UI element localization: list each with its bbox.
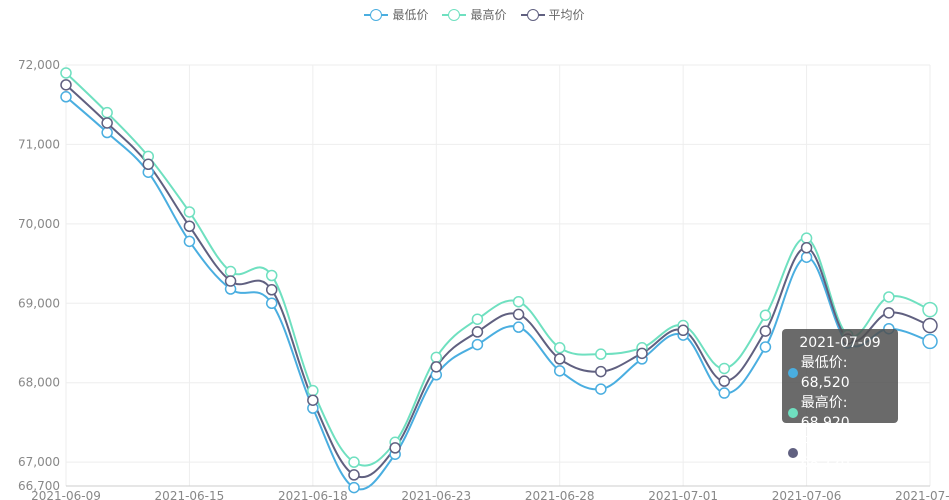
data-point[interactable]	[60, 91, 72, 103]
y-tick-label: 71,000	[18, 137, 60, 151]
data-point[interactable]	[389, 442, 401, 454]
x-tick-label: 2021-06-23	[401, 489, 471, 500]
tooltip-row-avg: 平均价: 68,720	[782, 433, 898, 473]
data-point[interactable]	[800, 232, 813, 244]
data-point[interactable]	[430, 351, 443, 364]
data-point[interactable]	[553, 353, 566, 365]
x-axis: 2021-06-09 2021-06-15 2021-06-18 2021-06-23…	[31, 485, 949, 500]
legend-label-avg: 平均价	[548, 8, 585, 22]
x-tick-label: 2021-06-15	[155, 489, 225, 500]
data-point[interactable]	[718, 362, 731, 375]
data-point[interactable]	[759, 341, 772, 353]
data-point[interactable]	[759, 325, 772, 337]
y-tick-label: 70,000	[18, 217, 60, 231]
data-point[interactable]	[922, 301, 938, 318]
legend-item-avg[interactable]: 平均价	[520, 6, 585, 23]
data-point[interactable]	[718, 387, 731, 399]
data-point[interactable]	[101, 117, 113, 129]
data-point[interactable]	[224, 265, 237, 278]
data-point[interactable]	[471, 313, 484, 325]
data-point[interactable]	[348, 469, 360, 481]
data-point[interactable]	[265, 269, 278, 282]
data-point[interactable]	[512, 295, 525, 308]
data-point[interactable]	[759, 309, 772, 321]
series-line	[65, 84, 931, 479]
y-tick-label: 68,000	[18, 376, 60, 390]
data-point[interactable]	[307, 384, 319, 397]
y-tick-label: 69,000	[18, 296, 60, 310]
y-tick-label: 66,700	[18, 479, 60, 493]
data-point[interactable]	[718, 375, 731, 387]
x-tick-label: 2021-06-28	[525, 489, 595, 500]
data-point[interactable]	[142, 158, 155, 171]
x-tick-label: 2021-07-06	[772, 489, 842, 500]
data-point[interactable]	[922, 333, 938, 350]
x-tick-label: 2021-06-09	[31, 489, 101, 500]
data-point[interactable]	[883, 307, 895, 319]
legend-label-low: 最低价	[392, 8, 429, 22]
data-point[interactable]	[595, 365, 607, 378]
y-tick-label: 67,000	[18, 455, 60, 469]
data-point[interactable]	[512, 308, 525, 321]
x-tick-label: 2021-07-01	[648, 489, 718, 500]
data-point[interactable]	[800, 241, 813, 254]
data-point[interactable]	[553, 342, 566, 354]
data-point[interactable]	[471, 326, 484, 338]
data-point[interactable]	[183, 220, 196, 233]
legend-swatch-high-icon	[442, 8, 467, 22]
data-point[interactable]	[101, 106, 113, 119]
legend-item-high[interactable]: 最高价	[442, 6, 507, 23]
legend-item-low[interactable]: 最低价	[364, 6, 428, 23]
x-tick-label: 2021-06-18	[278, 489, 348, 500]
tooltip-value-high: 最高价: 68,920	[800, 395, 850, 431]
tooltip-dot-avg-icon	[788, 448, 798, 458]
tooltip-row-high: 最高价: 68,920	[782, 393, 898, 433]
data-point[interactable]	[922, 317, 938, 334]
chart-legend: 最低价 最高价 平均价	[0, 6, 949, 23]
data-point[interactable]	[183, 235, 196, 248]
tooltip-dot-low-icon	[788, 368, 798, 378]
data-point[interactable]	[553, 365, 566, 377]
data-point[interactable]	[224, 275, 237, 287]
series-line	[65, 72, 931, 467]
data-point[interactable]	[471, 338, 484, 351]
legend-label-high: 最高价	[470, 8, 507, 22]
data-point[interactable]	[183, 206, 196, 218]
tooltip-value-avg: 平均价: 68,720	[800, 435, 850, 471]
data-point[interactable]	[595, 348, 607, 360]
legend-swatch-avg-icon	[520, 8, 545, 22]
data-point[interactable]	[883, 291, 895, 303]
data-point[interactable]	[677, 324, 689, 337]
chart-tooltip: 2021-07-09 最低价: 68,520 最高价: 68,920 平均价: …	[782, 329, 898, 471]
y-tick-label: 72,000	[18, 58, 60, 72]
data-point[interactable]	[60, 67, 72, 79]
tooltip-dot-high-icon	[788, 408, 798, 418]
tooltip-value-low: 最低价: 68,520	[800, 355, 850, 391]
data-point[interactable]	[60, 79, 72, 91]
data-point[interactable]	[348, 481, 360, 494]
series-line	[65, 96, 931, 491]
data-point[interactable]	[265, 297, 278, 310]
chart-series	[65, 72, 931, 491]
data-point[interactable]	[800, 251, 813, 263]
data-point[interactable]	[265, 284, 278, 296]
data-point[interactable]	[595, 383, 607, 395]
data-point[interactable]	[636, 347, 648, 360]
x-tick-label: 2021-07-09	[895, 489, 949, 500]
data-point[interactable]	[307, 394, 319, 406]
legend-swatch-low-icon	[364, 8, 389, 22]
data-point[interactable]	[512, 321, 525, 333]
tooltip-title: 2021-07-09	[799, 335, 881, 351]
tooltip-row-low: 最低价: 68,520	[782, 353, 898, 393]
data-point[interactable]	[348, 456, 360, 468]
data-point[interactable]	[101, 126, 113, 139]
y-axis: 66,700 67,000 68,000 69,000 70,000 71,000 72,0…	[18, 58, 60, 493]
data-point[interactable]	[430, 361, 443, 373]
chart-points	[60, 67, 938, 494]
